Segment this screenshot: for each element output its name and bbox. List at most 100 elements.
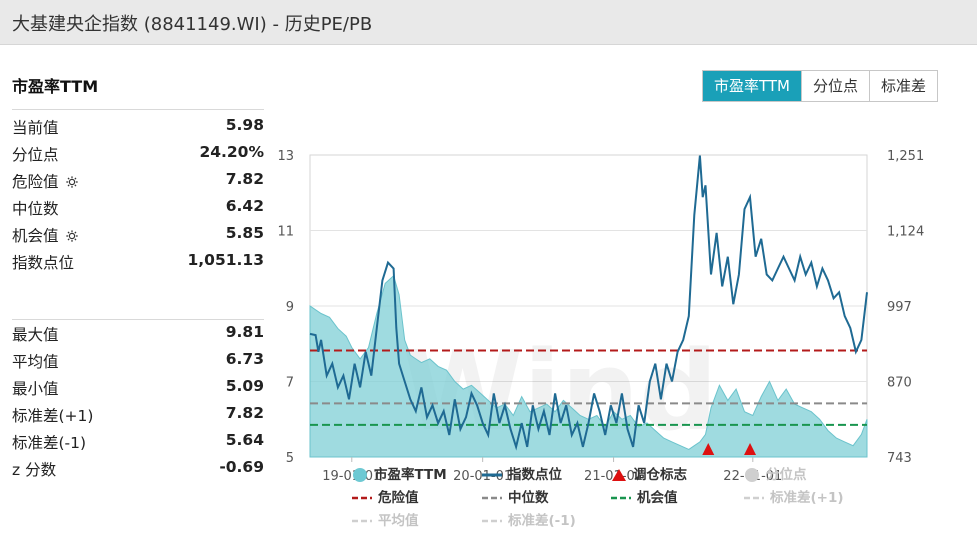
- y-left-tick: 13: [277, 149, 294, 164]
- stat-label: z 分数: [12, 458, 56, 480]
- stat-label: 最小值: [12, 377, 59, 399]
- y-right-tick: 997: [887, 300, 912, 315]
- stat-row: 分位点 24.20%: [12, 140, 264, 166]
- stat-label: 最大值: [12, 323, 59, 345]
- title-bar: 大基建央企指数 (8841149.WI) - 历史PE/PB: [0, 0, 977, 44]
- legend-item[interactable]: 指数点位: [482, 463, 562, 483]
- metric-tabs: 市盈率TTM 分位点 标准差: [702, 70, 939, 102]
- stat-value: 7.82: [225, 170, 264, 188]
- rebalance-markers: [702, 443, 757, 455]
- legend-item[interactable]: 标准差(+1): [744, 486, 844, 506]
- rebalance-marker: [702, 443, 715, 455]
- legend-label: 分位点: [766, 467, 807, 483]
- stat-value: 5.09: [225, 377, 264, 395]
- legend-item[interactable]: 危险值: [352, 486, 419, 506]
- stat-label: 当前值: [12, 116, 59, 138]
- legend-swatch: [352, 513, 378, 529]
- legend-item[interactable]: 机会值: [611, 486, 678, 506]
- index-line: [309, 155, 868, 451]
- legend-swatch: [482, 490, 508, 506]
- stat-row: 指数点位 1,051.13: [12, 248, 264, 274]
- stat-label: 标准差(+1): [12, 404, 93, 426]
- legend-item[interactable]: 平均值: [352, 509, 419, 529]
- legend-label: 中位数: [508, 490, 549, 506]
- stat-value: 9.81: [225, 323, 264, 341]
- y-right-tick: 743: [887, 451, 912, 466]
- stat-value: 1,051.13: [187, 251, 265, 269]
- stat-label: 机会值: [12, 224, 79, 246]
- stat-label-text: 最小值: [12, 380, 59, 398]
- y-axis-left: 13 11 9 7 5: [277, 149, 294, 466]
- stat-label: 中位数: [12, 197, 59, 219]
- stat-value: 5.64: [225, 431, 264, 449]
- stat-row: 最小值 5.09: [12, 374, 264, 400]
- y-right-tick: 1,251: [887, 149, 924, 164]
- y-left-tick: 5: [286, 451, 294, 466]
- window-title: 大基建央企指数 (8841149.WI) - 历史PE/PB: [12, 14, 373, 35]
- stat-label-text: 机会值: [12, 227, 59, 245]
- stat-label-text: 最大值: [12, 326, 59, 344]
- legend-label: 标准差(-1): [508, 513, 576, 529]
- stat-row: 标准差(-1) 5.64: [12, 428, 264, 454]
- legend-item[interactable]: 中位数: [482, 486, 549, 506]
- stat-value: -0.69: [219, 458, 264, 476]
- divider: [12, 109, 264, 110]
- stat-value: 5.98: [225, 116, 264, 134]
- legend-label: 指数点位: [508, 467, 562, 483]
- gear-icon[interactable]: [59, 227, 79, 245]
- legend-swatch: [352, 467, 374, 483]
- stat-label-text: 当前值: [12, 119, 59, 137]
- divider: [12, 319, 264, 320]
- stat-value: 7.82: [225, 404, 264, 422]
- legend-label: 机会值: [637, 490, 678, 506]
- legend-swatch: [744, 467, 766, 483]
- stat-value: 24.20%: [199, 143, 264, 161]
- tab-pe-ttm[interactable]: 市盈率TTM: [703, 71, 802, 101]
- legend-label: 平均值: [378, 513, 419, 529]
- legend-swatch: [352, 490, 378, 506]
- legend-swatch: [744, 490, 770, 506]
- legend-item[interactable]: 调仓标志: [611, 463, 687, 483]
- y-left-tick: 11: [277, 225, 294, 240]
- legend-swatch: [611, 467, 633, 483]
- legend-swatch: [611, 490, 637, 506]
- legend-label: 市盈率TTM: [374, 467, 447, 483]
- stat-label-text: 标准差(-1): [12, 434, 87, 452]
- y-left-tick: 7: [286, 376, 294, 391]
- stat-value: 5.85: [225, 224, 264, 242]
- stat-label-text: 分位点: [12, 146, 59, 164]
- gear-icon[interactable]: [59, 173, 79, 191]
- stat-label: 标准差(-1): [12, 431, 86, 453]
- stat-row: 平均值 6.73: [12, 347, 264, 373]
- stat-label-text: 中位数: [12, 200, 59, 218]
- tab-std-dev[interactable]: 标准差: [869, 71, 938, 101]
- stat-label-text: 危险值: [12, 173, 59, 191]
- stat-row: z 分数 -0.69: [12, 455, 264, 481]
- legend-item[interactable]: 市盈率TTM: [352, 463, 447, 483]
- stat-label-text: 平均值: [12, 353, 59, 371]
- stat-row: 危险值 7.82: [12, 167, 264, 193]
- stat-row: 标准差(+1) 7.82: [12, 401, 264, 427]
- stat-row: 机会值 5.85: [12, 221, 264, 247]
- stat-label: 指数点位: [12, 251, 74, 273]
- section-title: 市盈率TTM: [12, 77, 99, 96]
- legend-swatch: [482, 467, 508, 483]
- stat-label: 平均值: [12, 350, 59, 372]
- y-right-tick: 1,124: [887, 225, 924, 240]
- stat-label-text: 标准差(+1): [12, 407, 94, 425]
- legend-swatch: [482, 513, 508, 529]
- tab-percentile[interactable]: 分位点: [801, 71, 870, 101]
- legend-item[interactable]: 标准差(-1): [482, 509, 576, 529]
- stat-value: 6.42: [225, 197, 264, 215]
- stat-label: 分位点: [12, 143, 59, 165]
- y-axis-right: 1,251 1,124 997 870 743: [887, 149, 924, 466]
- legend-item[interactable]: 分位点: [744, 463, 807, 483]
- stat-row: 最大值 9.81: [12, 320, 264, 346]
- stat-label: 危险值: [12, 170, 79, 192]
- stat-label-text: 指数点位: [12, 254, 75, 272]
- legend-label: 标准差(+1): [770, 490, 844, 506]
- stat-row: 中位数 6.42: [12, 194, 264, 220]
- y-right-tick: 870: [887, 376, 912, 391]
- y-left-tick: 9: [286, 300, 294, 315]
- main-panel: 市盈率TTM 当前值 5.98 分位点 24.20% 危险值 7.82 中位数 6.42 机会值…: [0, 44, 977, 548]
